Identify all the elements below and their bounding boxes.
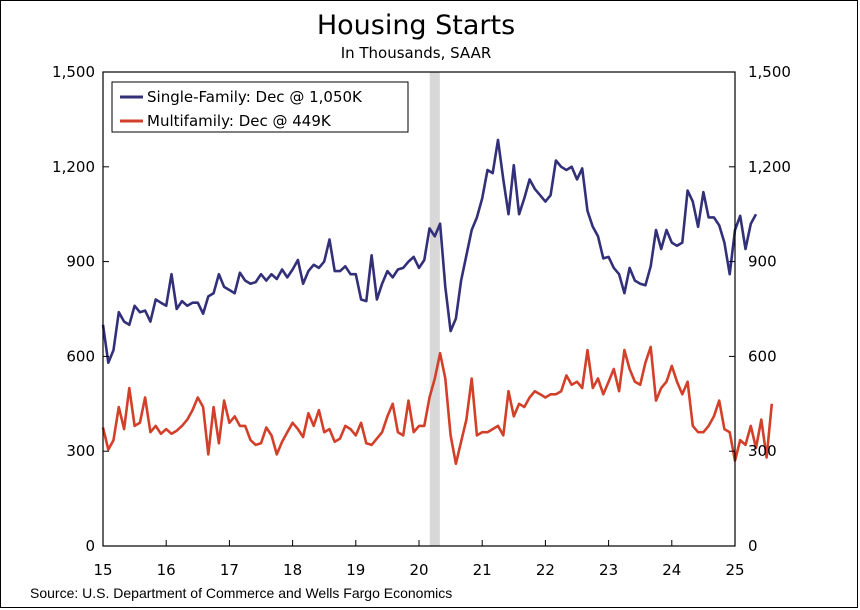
series-layer [101,138,774,466]
x-tick-label: 25 [725,561,744,579]
x-tick-label: 22 [536,561,555,579]
recession-band [429,72,440,546]
y-tick-label-left: 900 [66,253,95,271]
axis-layer: 0 0 300 300 600 600 900 900 1,200 1,200 1,500 1,500… [52,63,791,579]
y-tick-label-right: 900 [748,253,777,271]
source-note: Source: U.S. Department of Commerce and … [30,585,452,601]
x-tick-label: 23 [599,561,618,579]
chart-subtitle: In Thousands, SAAR [341,44,492,62]
y-tick-label-left: 1,500 [52,63,95,81]
series-line-single-family [101,138,758,365]
y-tick-label-right: 1,500 [748,63,791,81]
x-tick-label: 20 [409,561,428,579]
x-tick-label: 16 [157,561,176,579]
x-tick-label: 15 [93,561,112,579]
y-tick-label-left: 600 [66,347,95,365]
y-tick-label-left: 0 [85,537,95,555]
plot-area-border [102,71,736,547]
x-tick-label: 21 [473,561,492,579]
legend-box [111,81,409,133]
y-tick-label-left: 300 [66,442,95,460]
x-tick-label: 18 [283,561,302,579]
y-tick-label-left: 1,200 [52,158,95,176]
y-tick-label-right: 1,200 [748,158,791,176]
legend-label-single-family: Single-Family: Dec @ 1,050K [147,88,363,106]
x-tick-label: 17 [220,561,239,579]
y-tick-label-right: 0 [748,537,758,555]
x-tick-label: 24 [662,561,681,579]
legend: Single-Family: Dec @ 1,050K Multifamily:… [111,81,409,133]
y-tick-label-right: 600 [748,347,777,365]
series-line-multifamily [101,345,774,466]
legend-label-multifamily: Multifamily: Dec @ 449K [147,112,332,130]
y-tick-label-right: 300 [748,442,777,460]
recession-band-layer [429,72,440,546]
x-tick-label: 19 [346,561,365,579]
chart-title: Housing Starts [317,10,515,41]
